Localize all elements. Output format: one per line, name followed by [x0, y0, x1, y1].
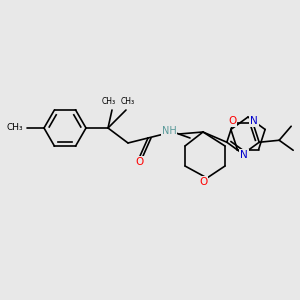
Text: NH: NH [162, 126, 176, 136]
Text: CH₃: CH₃ [6, 122, 23, 131]
Text: CH₃: CH₃ [121, 97, 135, 106]
Text: O: O [228, 116, 236, 126]
Text: CH₃: CH₃ [102, 97, 116, 106]
Text: N: N [250, 116, 258, 126]
Text: O: O [199, 177, 207, 187]
Text: O: O [136, 157, 144, 167]
Text: N: N [240, 150, 248, 160]
